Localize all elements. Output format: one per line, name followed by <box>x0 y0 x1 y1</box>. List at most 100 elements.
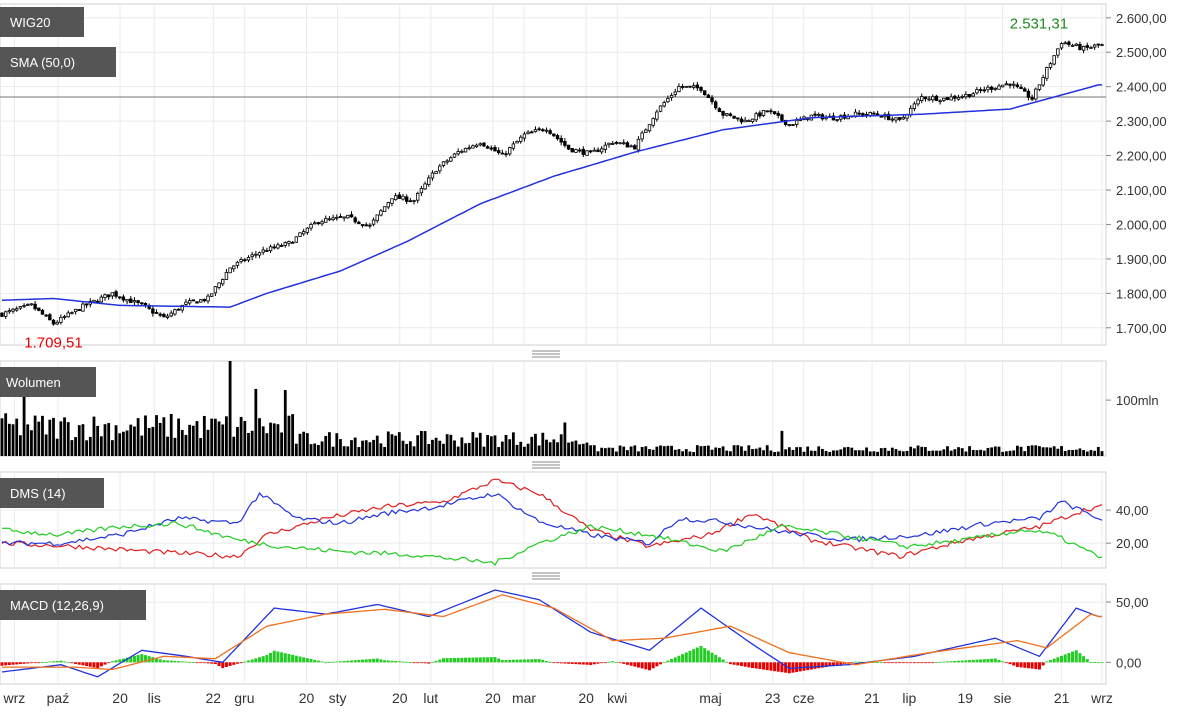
volume-bar <box>346 446 350 456</box>
dms-lines <box>1 478 1103 567</box>
candle-body <box>382 206 387 213</box>
macd-tag[interactable]: MACD (12,26,9) <box>0 590 146 620</box>
splitter-handle-3[interactable] <box>532 572 560 580</box>
volume-bar <box>169 413 173 456</box>
candle-body <box>77 309 81 312</box>
sma-line <box>1 84 1102 308</box>
macd-hist-bar <box>916 662 920 664</box>
dms-tag[interactable]: DMS (14) <box>0 478 104 508</box>
volume-bar <box>589 445 593 456</box>
volume-bar <box>629 446 633 456</box>
splitter-handle-2[interactable] <box>532 461 560 469</box>
candle-body <box>835 119 839 121</box>
candle-body <box>419 188 424 194</box>
candle-body <box>504 153 508 156</box>
candle-body <box>404 196 409 202</box>
macd-hist-bar <box>504 659 508 663</box>
candle-body <box>51 319 56 325</box>
instrument-tag[interactable]: WIG20 <box>0 7 84 37</box>
dms-series-line-2 <box>1 520 1103 567</box>
volume-bar <box>817 446 821 456</box>
macd-hist-bar <box>298 656 302 663</box>
volume-tag[interactable]: Wolumen <box>0 367 96 397</box>
macd-hist-bar <box>1082 656 1086 663</box>
macd-hist-bar <box>1074 650 1078 663</box>
time-axis-label: mar <box>512 690 536 706</box>
macd-hist-bar <box>890 662 894 664</box>
volume-bar <box>7 423 11 456</box>
dms-series-line-1 <box>1 492 1103 547</box>
sma-tag[interactable]: SMA (50,0) <box>0 47 116 77</box>
candle-body <box>651 118 655 126</box>
macd-hist-bar <box>280 652 284 663</box>
macd-hist-bar <box>158 659 162 663</box>
candle-body <box>699 86 703 91</box>
candle-body <box>438 165 442 172</box>
candle-body <box>1052 55 1056 65</box>
candle-body <box>298 232 302 237</box>
candle-body <box>1074 43 1078 46</box>
price-tick-label: 2.400,00 <box>1116 80 1167 95</box>
volume-bar <box>648 449 651 456</box>
macd-hist-bar <box>291 654 295 663</box>
macd-hist-bar <box>636 662 640 668</box>
signal-line <box>2 594 1102 671</box>
macd-hist-bar <box>397 661 401 663</box>
splitter-handle-1[interactable] <box>532 350 560 358</box>
candle-body <box>732 115 736 119</box>
macd-hist-bar <box>416 662 420 664</box>
candle-body <box>783 119 788 126</box>
macd-hist-bar <box>743 662 747 667</box>
macd-hist-bar <box>294 655 298 663</box>
macd-hist-bar <box>530 659 534 663</box>
macd-hist-bar <box>500 660 504 663</box>
volume-bar <box>1045 447 1049 456</box>
price-tick-label: 2.600,00 <box>1116 11 1167 26</box>
volume-bar <box>88 436 92 456</box>
volume-bar <box>184 434 188 456</box>
candle-body <box>1081 46 1086 51</box>
volume-bar <box>397 432 401 456</box>
price-axis: 2.600,00 2.500,00 2.400,00 2.300,00 2.200,00… <box>1106 11 1167 336</box>
volume-bar <box>162 417 166 456</box>
volume-bar <box>309 444 313 456</box>
candle-body <box>563 141 567 146</box>
macd-hist-bar <box>622 662 626 664</box>
macd-hist-bar <box>210 662 214 664</box>
candle-body <box>1048 63 1053 68</box>
candle-body <box>644 129 648 134</box>
volume-bar <box>22 391 26 456</box>
candle-body <box>364 224 368 227</box>
volume-bar <box>427 443 431 456</box>
dms-tick-label: 20,00 <box>1116 536 1149 551</box>
volume-bar <box>924 447 927 456</box>
candle-body <box>1059 43 1064 49</box>
volume-bar <box>706 445 710 456</box>
candle-body <box>927 98 931 101</box>
macd-hist-bar <box>66 662 70 664</box>
candle-body <box>710 97 714 103</box>
candle-body <box>493 146 497 152</box>
volume-bar <box>1027 445 1030 456</box>
macd-hist-bar <box>349 660 353 663</box>
volume-bar <box>1034 445 1038 456</box>
candle-body <box>511 143 516 149</box>
volume-bar <box>118 433 122 456</box>
macd-hist-bar <box>96 662 100 669</box>
volume-bar <box>931 450 935 456</box>
candle-body <box>574 149 578 153</box>
volume-bar <box>228 361 232 456</box>
candle-body <box>611 143 615 145</box>
volume-bar <box>982 450 986 456</box>
candle-body <box>59 316 63 323</box>
candle-body <box>452 153 457 158</box>
macd-hist-bar <box>166 660 170 663</box>
volume-bar <box>291 414 295 456</box>
macd-hist-bar <box>405 661 409 663</box>
volume-bar <box>394 435 398 456</box>
volume-bar <box>63 417 66 456</box>
candle-body <box>243 259 247 262</box>
volume-bar <box>677 449 681 456</box>
volume-bar <box>177 418 180 456</box>
candle-body <box>607 142 611 146</box>
